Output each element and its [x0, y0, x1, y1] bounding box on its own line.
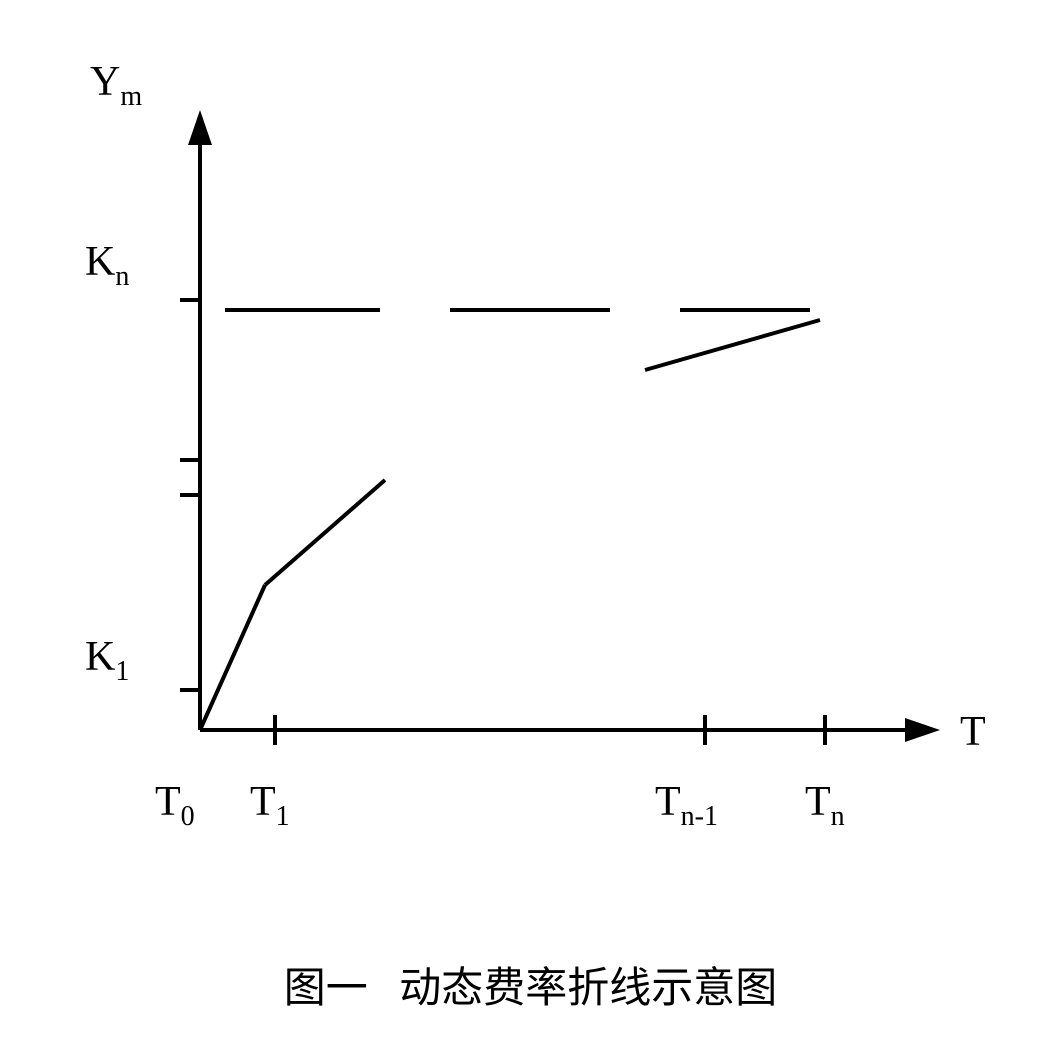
x-axis-arrow	[905, 718, 940, 742]
caption-text: 动态费率折线示意图	[399, 966, 777, 1012]
chart-container: Ym T Kn K1 T0 T1 Tn-1 Tn	[50, 50, 1010, 900]
chart-svg: Ym T Kn K1 T0 T1 Tn-1 Tn	[50, 50, 1010, 900]
x-tick-label-tn1: Tn-1	[655, 779, 718, 832]
x-axis-label: T	[960, 709, 986, 755]
x-tick-label-tn: Tn	[805, 779, 845, 832]
data-line	[265, 480, 385, 585]
y-axis-arrow	[188, 110, 212, 145]
data-line	[200, 585, 265, 730]
x-tick-label-t0: T0	[155, 779, 195, 832]
y-tick-label-k1: K1	[85, 634, 129, 687]
figure-caption: 图一 动态费率折线示意图	[0, 954, 1061, 1015]
x-tick-label-t1: T1	[250, 779, 290, 832]
y-tick-label-kn: Kn	[85, 239, 129, 292]
data-line	[645, 320, 820, 370]
y-axis-label: Ym	[90, 59, 142, 112]
caption-prefix: 图一	[284, 966, 368, 1012]
